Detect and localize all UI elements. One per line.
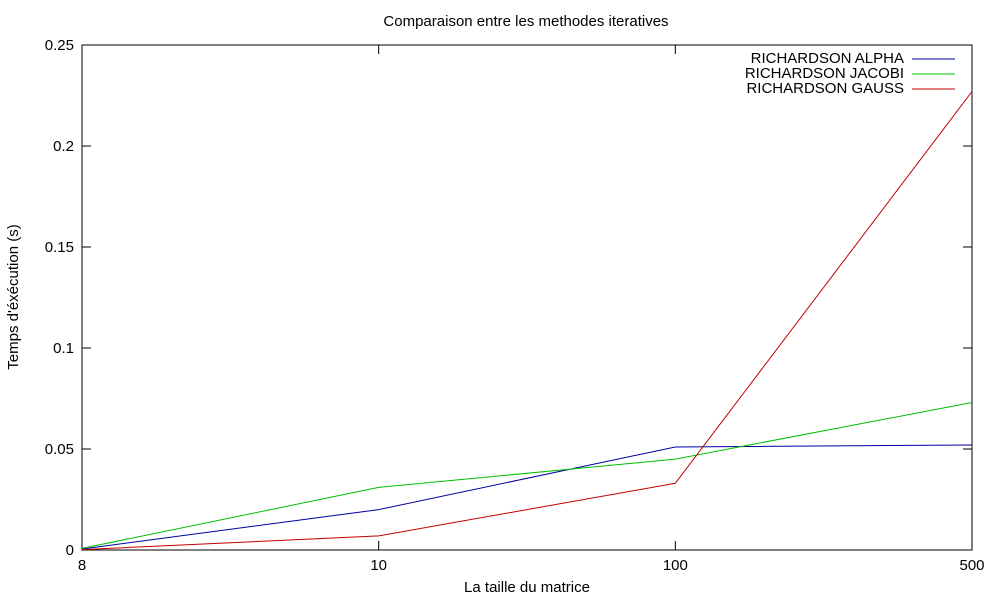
x-axis: 8 10 100 500 <box>78 45 985 574</box>
chart-title: Comparaison entre les methodes iterative… <box>383 13 668 30</box>
legend-label: RICHARDSON JACOBI <box>745 65 904 82</box>
x-tick-label: 8 <box>78 557 86 574</box>
y-tick-label: 0.25 <box>45 37 74 54</box>
y-tick-label: 0.05 <box>45 441 74 458</box>
x-axis-label: La taille du matrice <box>464 579 590 596</box>
y-tick-label: 0 <box>66 542 74 559</box>
legend-label: RICHARDSON ALPHA <box>751 50 904 67</box>
series-lines <box>81 91 973 551</box>
y-tick-label: 0.2 <box>53 138 74 155</box>
x-tick-label: 500 <box>959 557 984 574</box>
x-tick-label: 10 <box>370 557 387 574</box>
series-line-richardson-jacobi <box>81 402 973 549</box>
series-line-richardson-alpha <box>81 444 973 550</box>
series-line-richardson-gauss <box>81 91 973 551</box>
y-axis-label: Temps d'éxécution (s) <box>5 224 22 369</box>
y-tick-label: 0.15 <box>45 239 74 256</box>
x-tick-label: 100 <box>663 557 688 574</box>
y-tick-label: 0.1 <box>53 340 74 357</box>
plot-frame <box>81 44 973 551</box>
y-axis: 0 0.05 0.1 0.15 0.2 0.25 <box>45 37 972 559</box>
legend-label: RICHARDSON GAUSS <box>746 80 904 97</box>
